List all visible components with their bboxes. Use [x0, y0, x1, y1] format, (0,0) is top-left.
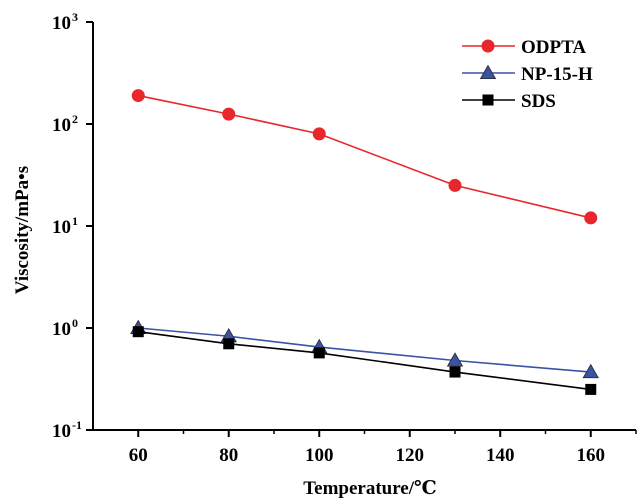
x-tick-label: 140 [486, 445, 515, 466]
data-point-sds [223, 338, 235, 350]
y-tick-exponent: 3 [72, 10, 78, 24]
x-tick-label: 80 [219, 445, 238, 466]
legend-label: ODPTA [521, 37, 586, 58]
data-point-sds [132, 326, 144, 338]
series-np-15-h [130, 319, 599, 379]
y-tick-label: 10 [52, 319, 71, 340]
legend-item-np-15-h: NP-15-H [462, 64, 593, 85]
data-point-odpta [312, 127, 326, 141]
x-tick-label: 160 [577, 445, 606, 466]
data-point-odpta [131, 89, 145, 103]
data-point-odpta [448, 178, 462, 192]
y-tick-label: 10 [52, 217, 71, 238]
series-sds [132, 326, 597, 395]
legend-marker [481, 39, 495, 53]
series-line-odpta [138, 94, 591, 219]
y-tick-exponent: 0 [72, 316, 78, 330]
y-tick-exponent: -1 [72, 418, 82, 432]
y-tick-label: 10 [52, 421, 71, 442]
y-tick-exponent: 1 [72, 214, 78, 228]
x-tick-label: 120 [396, 445, 425, 466]
y-tick-label: 10 [52, 13, 71, 34]
legend-marker [482, 94, 494, 106]
x-tick-label: 100 [305, 445, 334, 466]
y-tick-label: 10 [52, 115, 71, 136]
data-point-sds [449, 366, 461, 378]
legend-label: NP-15-H [521, 64, 593, 85]
series-odpta [131, 89, 598, 225]
x-axis-label: Temperature/℃ [303, 478, 437, 499]
y-tick-exponent: 2 [72, 112, 78, 126]
series-line-sds [138, 330, 591, 391]
legend-item-odpta: ODPTA [462, 37, 586, 58]
y-axis-label: Viscosity/mPa•s [12, 166, 33, 294]
x-tick-label: 60 [129, 445, 148, 466]
data-point-odpta [584, 211, 598, 225]
data-point-np-15-h [582, 363, 599, 379]
series-line-np-15-h [138, 327, 591, 373]
legend-item-sds: SDS [462, 91, 556, 112]
data-point-odpta [222, 107, 236, 121]
legend-marker [479, 64, 497, 80]
series-layer [130, 89, 599, 395]
legend-label: SDS [521, 91, 556, 112]
data-point-sds [313, 347, 325, 359]
data-point-np-15-h [446, 352, 464, 367]
data-point-sds [585, 383, 597, 395]
legend: ODPTA NP-15-H SDS [462, 37, 593, 112]
